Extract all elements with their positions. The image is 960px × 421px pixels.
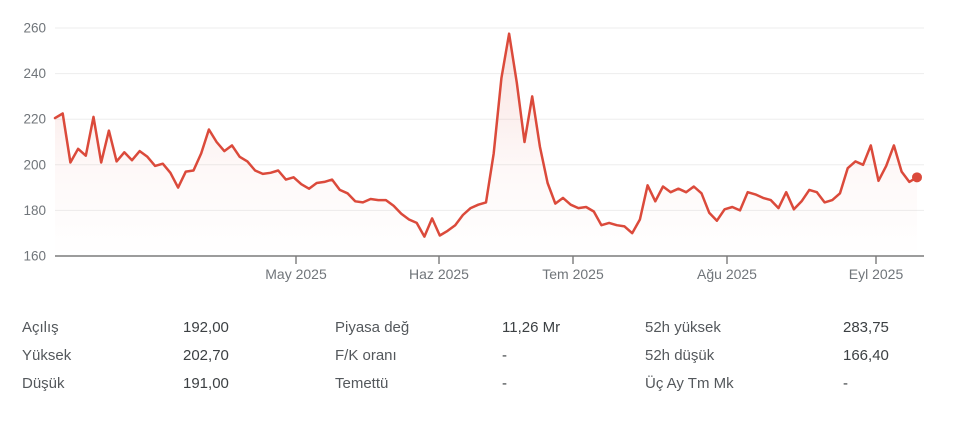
stats-column-3: 52h yüksek 283,75 52h düşük 166,40 Üç Ay Tm … (645, 313, 945, 397)
price-chart[interactable]: 260 240 220 200 180 160 May 2025 Haz 2025 Tem 20… (0, 0, 960, 300)
stats-column-1: Açılış 192,00 Yüksek 202,70 Düşük 191,00 (22, 313, 322, 397)
stat-row: Yüksek 202,70 (22, 341, 322, 369)
x-axis-label-1: Haz 2025 (409, 266, 469, 282)
x-axis-label-4: Eyl 2025 (849, 266, 904, 282)
stat-label: 52h düşük (645, 346, 715, 364)
stat-value: 283,75 (843, 318, 889, 336)
stat-row: Piyasa değ 11,26 Mr (335, 313, 630, 341)
y-axis-label-220: 220 (23, 112, 46, 127)
stat-label: Piyasa değ (335, 318, 410, 336)
y-axis-label-260: 260 (23, 21, 46, 36)
stat-value: - (843, 374, 848, 392)
stat-label: F/K oranı (335, 346, 397, 364)
stat-value: 191,00 (183, 374, 229, 392)
stats-column-2: Piyasa değ 11,26 Mr F/K oranı - Temettü - (335, 313, 630, 397)
stat-label: Yüksek (22, 346, 72, 364)
stat-label: Açılış (22, 318, 59, 336)
y-axis-label-180: 180 (23, 203, 46, 218)
price-area-fill (55, 33, 917, 257)
stat-row: Üç Ay Tm Mk - (645, 369, 945, 397)
y-axis-label-160: 160 (23, 249, 46, 264)
stat-row: Açılış 192,00 (22, 313, 322, 341)
stat-row: Düşük 191,00 (22, 369, 322, 397)
stat-value: - (502, 374, 507, 392)
stat-label: Temettü (335, 374, 389, 392)
latest-price-dot (912, 172, 922, 183)
stat-value: 192,00 (183, 318, 229, 336)
stat-label: Üç Ay Tm Mk (645, 374, 734, 392)
stat-value: 11,26 Mr (502, 318, 561, 336)
stat-label: 52h yüksek (645, 318, 721, 336)
x-axis-label-2: Tem 2025 (542, 266, 604, 282)
stat-row: 52h yüksek 283,75 (645, 313, 945, 341)
stat-row: Temettü - (335, 369, 630, 397)
y-axis-label-240: 240 (23, 66, 46, 81)
stat-value: 202,70 (183, 346, 229, 364)
stat-label: Düşük (22, 374, 65, 392)
y-axis-label-200: 200 (23, 157, 46, 172)
stat-value: 166,40 (843, 346, 889, 364)
key-stats-table: Açılış 192,00 Yüksek 202,70 Düşük 191,00 Piya… (0, 300, 960, 421)
stat-row: 52h düşük 166,40 (645, 341, 945, 369)
x-axis-label-0: May 2025 (265, 266, 327, 282)
stat-value: - (502, 346, 507, 364)
stat-row: F/K oranı - (335, 341, 630, 369)
x-axis-label-3: Ağu 2025 (697, 266, 757, 282)
price-line (53, 32, 919, 238)
